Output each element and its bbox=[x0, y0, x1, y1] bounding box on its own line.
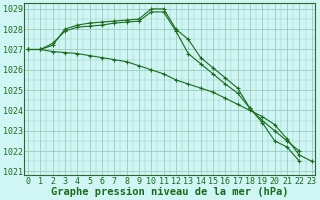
X-axis label: Graphe pression niveau de la mer (hPa): Graphe pression niveau de la mer (hPa) bbox=[51, 187, 289, 197]
